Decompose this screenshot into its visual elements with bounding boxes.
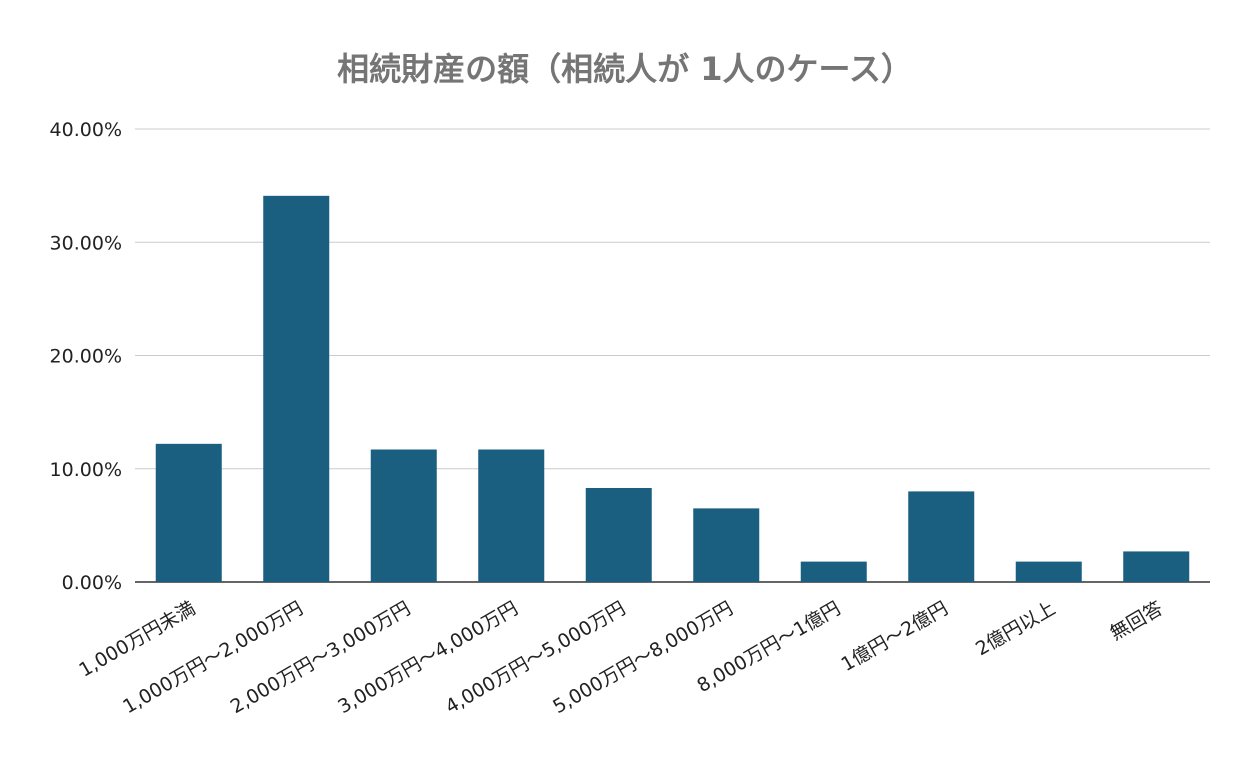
y-tick-label: 10.00% <box>50 459 122 481</box>
bar <box>155 443 222 582</box>
x-tick-label: 3,000万円～4,000万円 <box>334 597 521 718</box>
x-tick-label: 2億円以上 <box>972 597 1059 660</box>
bar <box>1015 561 1082 582</box>
bar <box>478 449 545 582</box>
bar <box>263 195 330 582</box>
x-tick-label: 1,000万円～2,000万円 <box>119 597 306 718</box>
bar <box>693 508 760 582</box>
bar <box>370 449 437 582</box>
bar <box>908 491 975 582</box>
y-tick-label: 40.00% <box>50 119 122 141</box>
x-tick-label: 4,000万円～5,000万円 <box>442 597 629 718</box>
x-tick-label: 無回答 <box>1106 597 1166 645</box>
chart-title: 相続財産の額（相続人が 1人のケース） <box>337 50 913 88</box>
y-tick-label: 30.00% <box>50 232 122 254</box>
y-tick-label: 20.00% <box>50 346 122 368</box>
x-tick-label: 2,000万円～3,000万円 <box>227 597 414 718</box>
bar <box>585 488 652 582</box>
bar <box>800 561 867 582</box>
bar <box>1123 551 1190 582</box>
x-tick-label: 5,000万円～8,000万円 <box>549 597 736 718</box>
x-tick-label: 1億円～2億円 <box>838 597 952 676</box>
y-tick-label: 0.00% <box>62 572 122 594</box>
